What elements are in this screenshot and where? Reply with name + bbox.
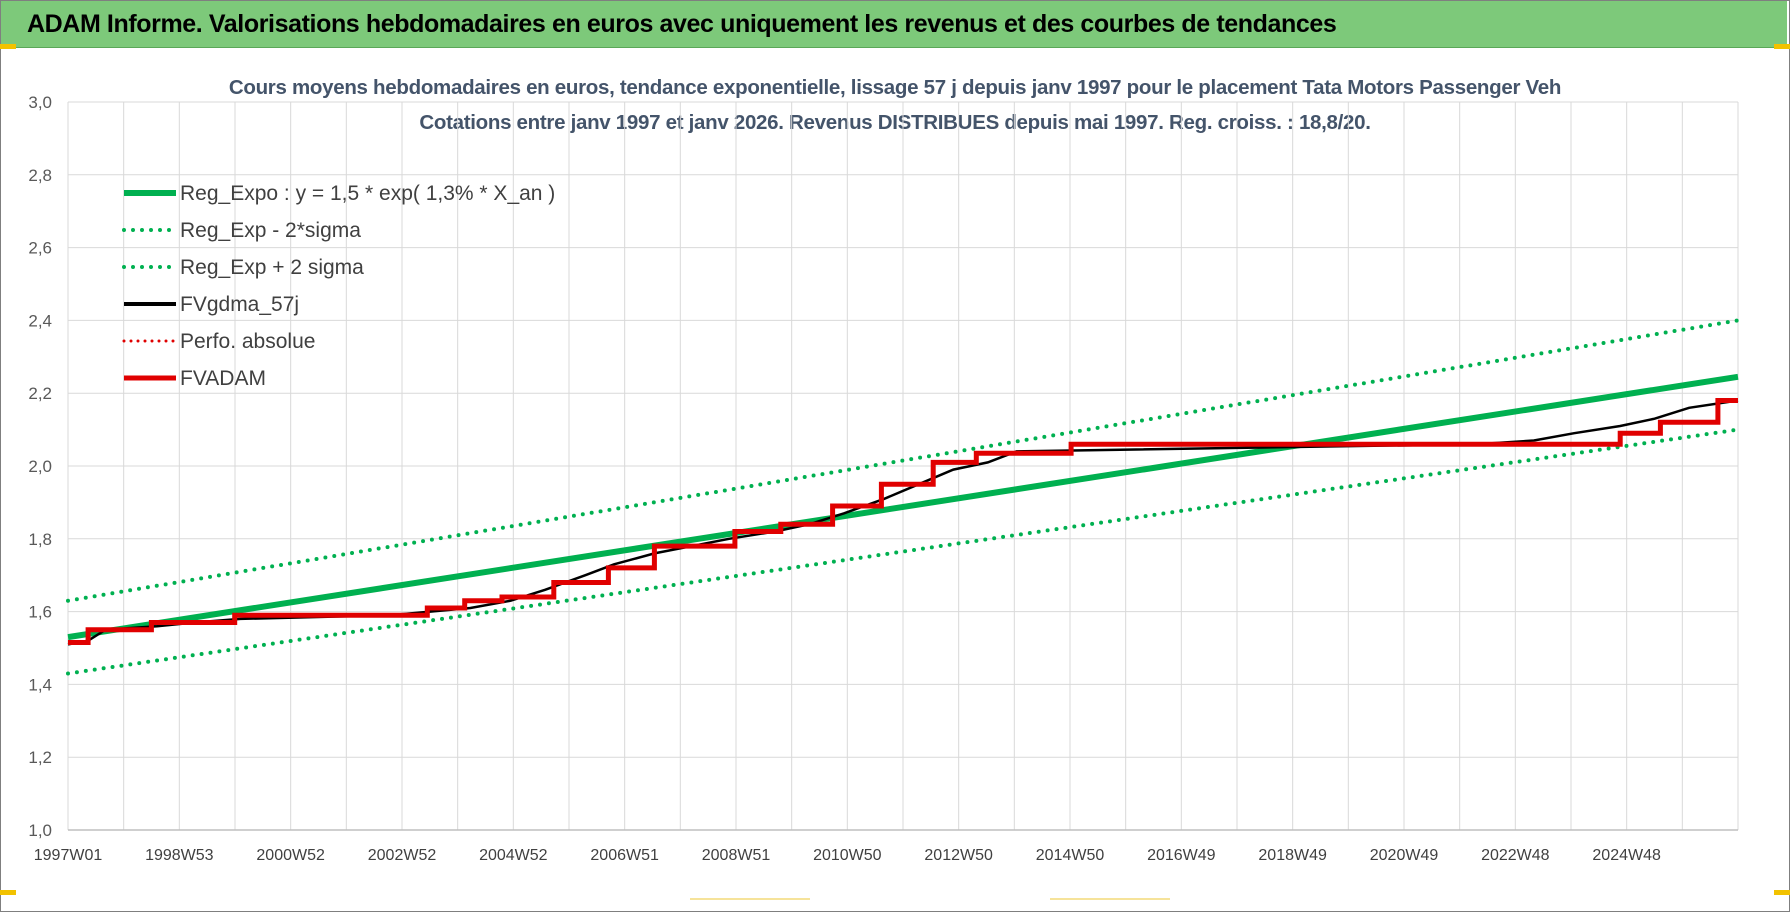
x-tick-label: 2012W50 [924, 847, 993, 864]
series-reg-expo [67, 373, 1739, 641]
y-tick-label: 1,2 [28, 748, 52, 767]
x-tick-label: 2014W50 [1036, 847, 1105, 864]
corner-mark-bottom-left [0, 890, 16, 895]
x-tick-label: 2004W52 [479, 847, 548, 864]
y-tick-label: 2,0 [28, 457, 52, 476]
y-tick-label: 1,6 [28, 603, 52, 622]
y-tick-label: 1,0 [28, 821, 52, 840]
corner-mark-top-left [0, 44, 16, 49]
header-banner: ADAM Informe. Valorisations hebdomadaire… [1, 1, 1787, 48]
x-tick-label: 2010W50 [813, 847, 882, 864]
x-tick-label: 2000W52 [256, 847, 325, 864]
x-tick-label: 1997W01 [34, 847, 103, 864]
x-tick-label: 2024W48 [1592, 847, 1661, 864]
y-tick-label: 1,4 [28, 675, 52, 694]
x-tick-label: 1998W53 [145, 847, 214, 864]
legend-label: FVADAM [180, 367, 266, 390]
x-tick-label: 2006W51 [590, 847, 659, 864]
chart-subtitle: Cotations entre janv 1997 et janv 2026. … [419, 111, 1371, 134]
legend-label: Reg_Exp - 2*sigma [180, 219, 361, 242]
y-tick-label: 2,2 [28, 384, 52, 403]
x-tick-label: 2022W48 [1481, 847, 1550, 864]
x-tick-label: 2018W49 [1258, 847, 1327, 864]
corner-mark-top-right [1774, 44, 1790, 49]
corner-mark-bottom-right [1774, 890, 1790, 895]
y-tick-label: 3,0 [28, 93, 52, 112]
series-fvadam [68, 398, 1738, 645]
y-tick-label: 2,6 [28, 239, 52, 258]
decorative-line-left [690, 898, 810, 900]
legend-label: Perfo. absolue [180, 330, 315, 353]
decorative-line-right [1050, 898, 1170, 900]
x-tick-label: 2016W49 [1147, 847, 1216, 864]
x-tick-label: 2002W52 [368, 847, 437, 864]
y-tick-label: 2,8 [28, 166, 52, 185]
legend-label: FVgdma_57j [180, 293, 299, 316]
legend-label: Reg_Exp + 2 sigma [180, 256, 364, 279]
series-reg-exp-plus-2sigma [66, 318, 1740, 603]
x-tick-label: 2008W51 [702, 847, 771, 864]
y-tick-label: 1,8 [28, 530, 52, 549]
legend-label: Reg_Expo : y = 1,5 * exp( 1,3% * X_an ) [180, 182, 555, 205]
x-tick-label: 2020W49 [1370, 847, 1439, 864]
banner-title: ADAM Informe. Valorisations hebdomadaire… [27, 10, 1337, 38]
y-tick-label: 2,4 [28, 311, 52, 330]
chart-title: Cours moyens hebdomadaires en euros, ten… [228, 76, 1562, 99]
